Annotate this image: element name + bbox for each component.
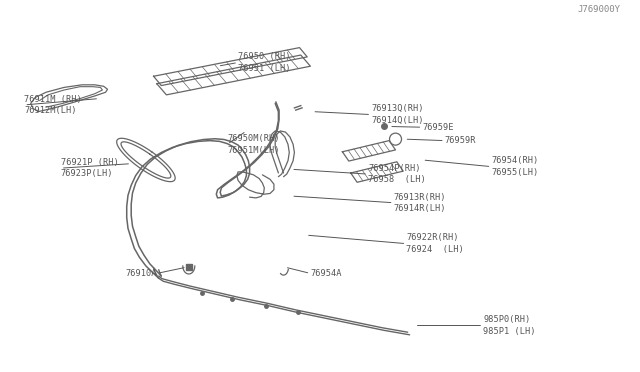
Text: 76954A: 76954A [310, 269, 342, 278]
Text: 76910A: 76910A [125, 269, 157, 278]
Text: 76950M(RH)
76951M(LH): 76950M(RH) 76951M(LH) [227, 134, 280, 154]
Text: 76921P (RH)
76923P(LH): 76921P (RH) 76923P(LH) [61, 158, 118, 178]
Text: 76959E: 76959E [422, 123, 454, 132]
Text: 76959R: 76959R [445, 136, 476, 145]
Text: 76913Q(RH)
76914Q(LH): 76913Q(RH) 76914Q(LH) [371, 105, 424, 125]
Text: 985P0(RH)
985P1 (LH): 985P0(RH) 985P1 (LH) [483, 315, 536, 336]
Text: 76922R(RH)
76924  (LH): 76922R(RH) 76924 (LH) [406, 234, 464, 254]
Text: 76954(RH)
76955(LH): 76954(RH) 76955(LH) [492, 157, 539, 177]
Text: 76950 (RH)
76951 (LH): 76950 (RH) 76951 (LH) [238, 52, 291, 73]
Text: J769000Y: J769000Y [577, 5, 620, 14]
Text: 76913R(RH)
76914R(LH): 76913R(RH) 76914R(LH) [394, 193, 446, 213]
Text: 76954P(RH)
76958  (LH): 76954P(RH) 76958 (LH) [368, 164, 426, 184]
Text: 76911M (RH)
76912M(LH): 76911M (RH) 76912M(LH) [24, 95, 82, 115]
